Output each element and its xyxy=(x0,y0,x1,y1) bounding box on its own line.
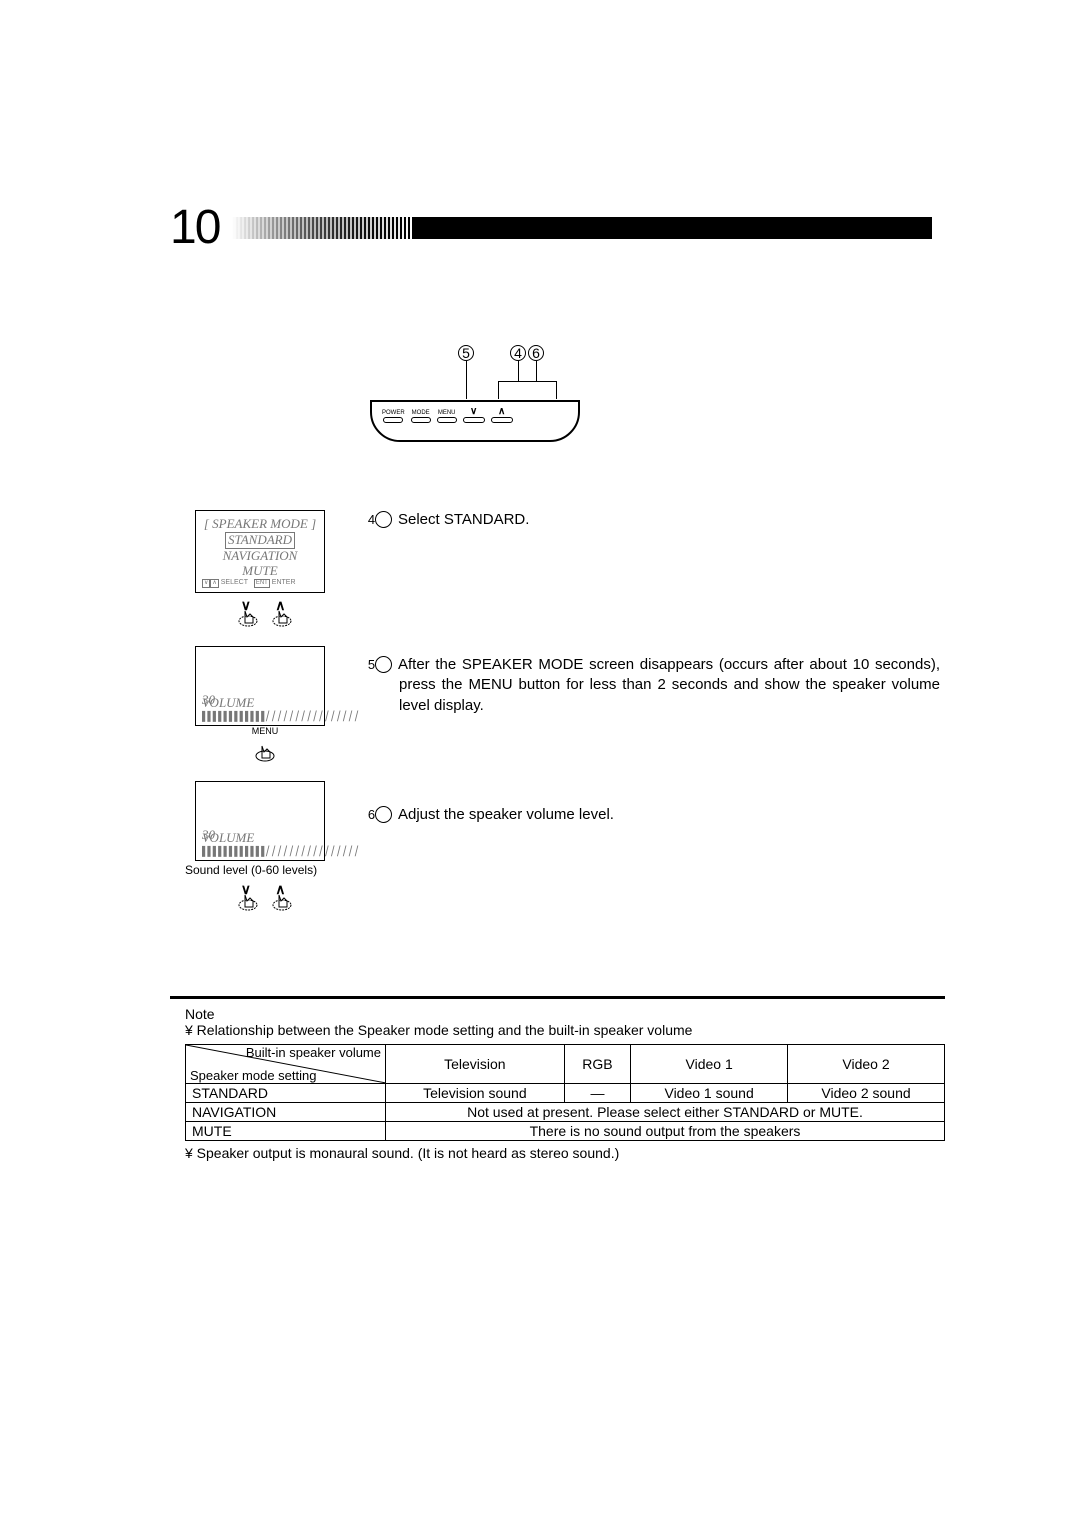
header-gradient-bar xyxy=(232,217,932,239)
volume-screen-1: VOLUME 30 ▌▌▌▌▌▌▌▌▌▌▌▌▏▏▏▏▏▏▏▏▏▏▏▏▏▏▏▏ xyxy=(195,646,325,726)
note-bullet-1: ¥ Relationship between the Speaker mode … xyxy=(185,1022,945,1038)
note-heading: Note xyxy=(185,1006,945,1022)
page-number: 10 xyxy=(170,200,219,255)
device-mode-button: MODE xyxy=(411,410,431,423)
note-bullet-2: ¥ Speaker output is monaural sound. (It … xyxy=(185,1145,945,1161)
notes-divider xyxy=(170,996,945,999)
sound-level-caption: Sound level (0-60 levels) xyxy=(185,863,335,877)
step-5-text: 5After the SPEAKER MODE screen disappear… xyxy=(375,655,940,716)
volume-screen-2: VOLUME 30 ▌▌▌▌▌▌▌▌▌▌▌▌▏▏▏▏▏▏▏▏▏▏▏▏▏▏▏▏ xyxy=(195,781,325,861)
table-row: STANDARD Television sound — Video 1 soun… xyxy=(186,1084,945,1103)
callout-6: 6 xyxy=(528,345,544,361)
down-press-icon-2: ∨ xyxy=(237,883,259,911)
left-screens-column: [ SPEAKER MODE ] STANDARD NAVIGATION MUT… xyxy=(195,510,335,930)
speaker-mode-table: Built-in speaker volume Speaker mode set… xyxy=(185,1044,945,1141)
device-menu-button: MENU xyxy=(437,410,457,423)
step-6-text: 6Adjust the speaker volume level. xyxy=(375,805,940,825)
down-press-icon: ∨ xyxy=(237,599,259,627)
up-press-icon-2: ∧ xyxy=(271,883,293,911)
table-row: MUTE There is no sound output from the s… xyxy=(186,1122,945,1141)
step-4-text: 4Select STANDARD. xyxy=(375,510,940,530)
notes-section: Note ¥ Relationship between the Speaker … xyxy=(185,1006,945,1161)
callout-4: 4 xyxy=(510,345,526,361)
speaker-mode-screen: [ SPEAKER MODE ] STANDARD NAVIGATION MUT… xyxy=(195,510,325,593)
device-power-button: POWER xyxy=(382,410,405,423)
menu-press-icon xyxy=(254,734,276,762)
callout-5: 5 xyxy=(458,345,474,361)
device-illustration: 5 4 6 POWER MODE MENU ∨ ∧ xyxy=(370,345,580,442)
up-press-icon: ∧ xyxy=(271,599,293,627)
table-row: NAVIGATION Not used at present. Please s… xyxy=(186,1103,945,1122)
device-up-button: ∧ xyxy=(491,408,513,423)
device-down-button: ∨ xyxy=(463,408,485,423)
